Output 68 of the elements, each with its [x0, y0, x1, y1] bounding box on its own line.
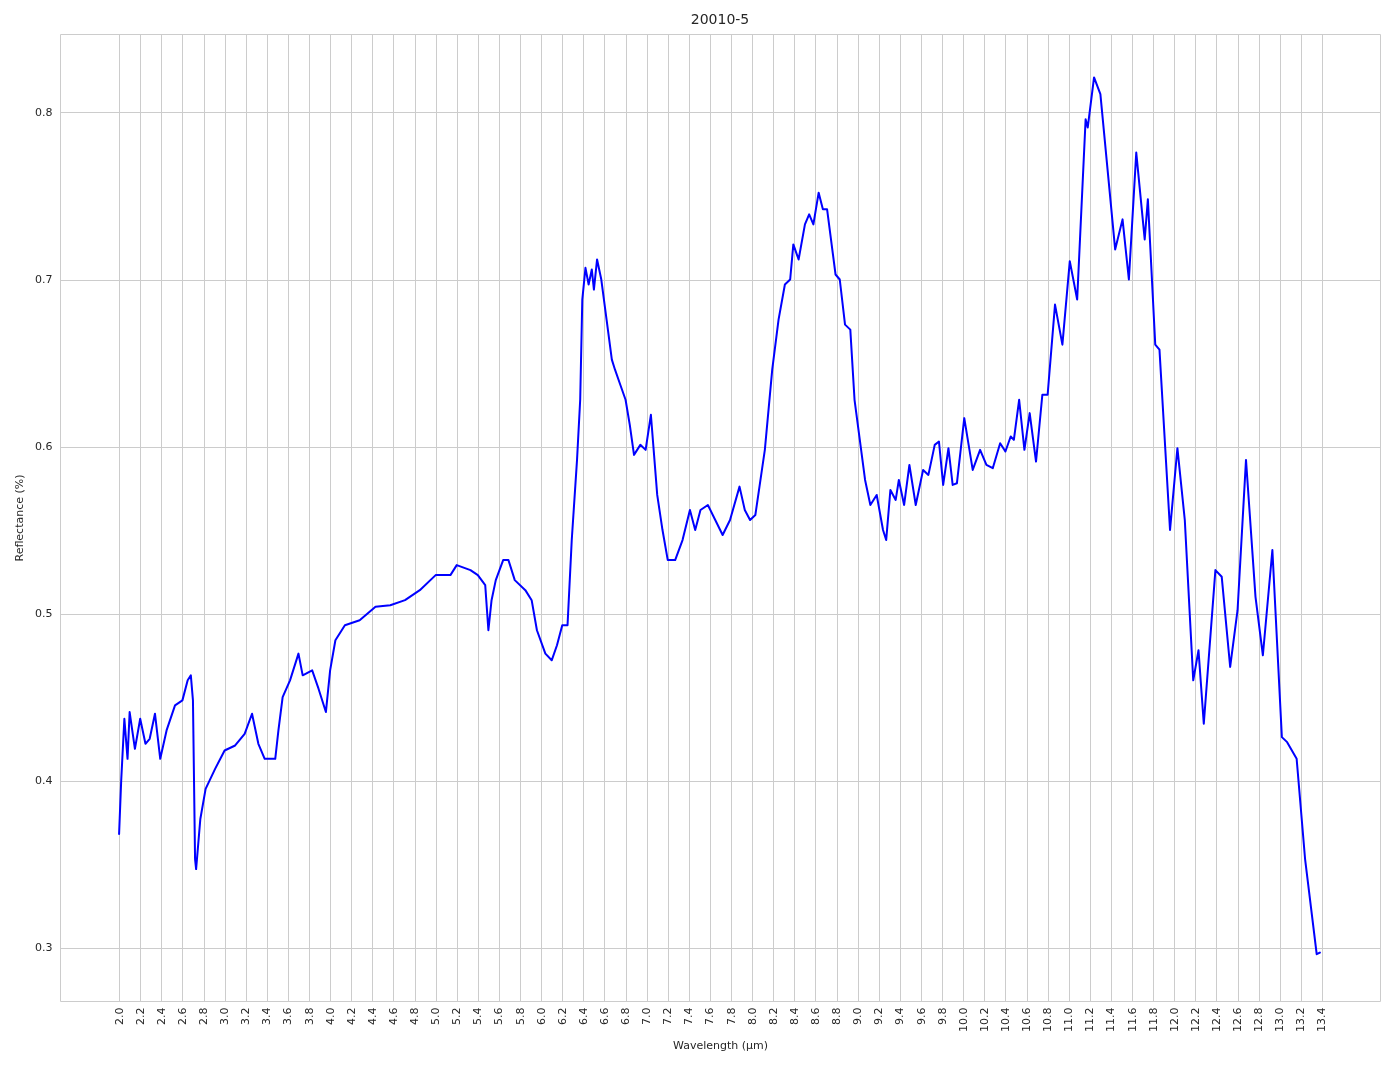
x-tick-label: 4.6	[386, 1007, 400, 1025]
x-tick-label: 3.2	[239, 1007, 253, 1025]
x-tick-label: 13.4	[1315, 1007, 1329, 1032]
x-tick-label: 13.2	[1294, 1007, 1308, 1032]
x-tick-label: 4.4	[365, 1007, 379, 1025]
x-tick-label: 3.4	[260, 1007, 274, 1025]
y-tick-label: 0.6	[35, 440, 53, 454]
x-tick-label: 11.2	[1083, 1007, 1097, 1032]
x-tick-label: 9.0	[851, 1007, 865, 1025]
x-tick-label: 5.0	[429, 1007, 443, 1025]
line-series	[118, 76, 1321, 956]
x-tick-label: 6.6	[597, 1007, 611, 1025]
x-tick-label: 11.8	[1146, 1007, 1160, 1032]
x-tick-label: 3.6	[281, 1007, 295, 1025]
x-axis-title: Wavelength (µm)	[672, 1038, 769, 1052]
x-tick-label: 5.8	[513, 1007, 527, 1025]
x-tick-label: 7.2	[661, 1007, 675, 1025]
x-tick-label: 10.2	[977, 1007, 991, 1032]
x-tick-label: 4.8	[408, 1007, 422, 1025]
x-tick-label: 12.0	[1167, 1007, 1181, 1032]
y-tick-label: 0.8	[35, 106, 53, 119]
x-tick-label: 4.0	[323, 1007, 337, 1025]
y-axis-title: Reflectance (%)	[13, 474, 27, 562]
y-tick-label: 0.7	[35, 273, 53, 287]
x-tick-label: 9.8	[935, 1007, 949, 1025]
x-tick-label: 9.2	[872, 1007, 886, 1025]
x-tick-label: 8.8	[830, 1007, 844, 1025]
x-tick-label: 10.6	[1020, 1007, 1034, 1032]
x-tick-label: 7.6	[703, 1007, 717, 1025]
x-tick-label: 6.0	[534, 1007, 548, 1025]
x-tick-label: 2.4	[154, 1007, 168, 1025]
x-tick-label: 5.2	[450, 1007, 464, 1025]
y-tick-label: 0.5	[35, 607, 53, 621]
x-tick-label: 9.4	[893, 1007, 907, 1025]
x-tick-label: 5.6	[492, 1007, 506, 1025]
x-tick-label: 6.8	[619, 1007, 633, 1025]
x-tick-label: 12.2	[1188, 1007, 1202, 1032]
x-tick-label: 12.4	[1209, 1007, 1223, 1032]
x-tick-label: 8.4	[787, 1007, 801, 1025]
x-tick-label: 6.4	[576, 1007, 590, 1025]
x-tick-label: 4.2	[344, 1007, 358, 1025]
x-tick-label: 13.0	[1273, 1007, 1287, 1032]
chart-title: 20010-5	[690, 11, 750, 27]
x-tick-label: 8.2	[766, 1007, 780, 1025]
x-tick-label: 5.4	[471, 1007, 485, 1025]
x-tick-label: 2.8	[197, 1007, 210, 1025]
x-tick-label: 2.2	[133, 1007, 147, 1025]
x-tick-label: 10.4	[998, 1007, 1012, 1032]
x-tick-label: 3.8	[302, 1007, 316, 1025]
x-tick-label: 7.0	[640, 1007, 654, 1025]
x-tick-label: 12.8	[1252, 1007, 1266, 1032]
x-tick-label: 11.0	[1062, 1007, 1076, 1032]
x-tick-label: 9.6	[914, 1007, 928, 1025]
x-tick-label: 2.0	[112, 1007, 126, 1025]
x-tick-label: 10.0	[956, 1007, 970, 1032]
x-tick-label: 7.8	[724, 1007, 738, 1025]
x-tick-label: 10.8	[1041, 1007, 1055, 1032]
y-tick-label: 0.4	[35, 774, 53, 788]
x-tick-label: 8.0	[745, 1007, 759, 1025]
x-tick-label: 2.6	[175, 1007, 189, 1025]
x-tick-label: 8.6	[808, 1007, 822, 1025]
x-tick-label: 11.4	[1104, 1007, 1118, 1032]
x-tick-label: 7.4	[682, 1007, 696, 1025]
y-tick-label: 0.3	[35, 941, 53, 955]
x-tick-label: 3.0	[218, 1007, 232, 1025]
x-tick-label: 6.2	[555, 1007, 569, 1025]
x-tick-label: 11.6	[1125, 1007, 1139, 1032]
x-tick-label: 12.6	[1231, 1007, 1245, 1032]
